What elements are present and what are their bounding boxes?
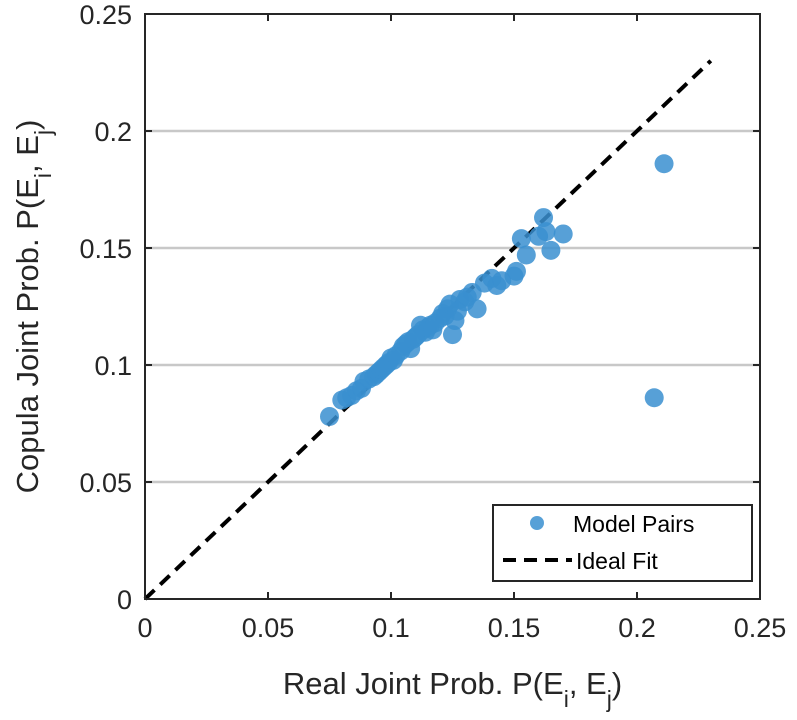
data-point (654, 154, 674, 174)
data-point (443, 325, 462, 345)
y-tick-label: 0.1 (94, 351, 132, 381)
plot-frame (144, 13, 761, 600)
gridlines (145, 129, 760, 484)
data-point (506, 261, 526, 281)
data-point (534, 208, 554, 228)
x-tick-label: 0.2 (618, 613, 656, 643)
x-axis-label: Real Joint Prob. P(Ei, Ej) (283, 666, 622, 712)
y-tick-label: 0.25 (79, 0, 132, 30)
data-point (516, 245, 536, 265)
axis-ticks (144, 13, 761, 600)
y-axis-label: Copula Joint Prob. P(Ei, Ej) (10, 120, 56, 494)
data-point (467, 299, 487, 319)
x-tick-label: 0.1 (372, 613, 410, 643)
legend-marker-model-pairs (530, 516, 544, 530)
y-tick-label: 0.05 (79, 468, 132, 498)
x-tick-label: 0.05 (242, 613, 295, 643)
legend: Model Pairs Ideal Fit (492, 504, 753, 582)
legend-label-model-pairs: Model Pairs (573, 511, 694, 537)
data-point (536, 222, 556, 242)
y-tick-labels: 0 0.05 0.1 0.15 0.2 0.25 (79, 0, 132, 615)
x-tick-label: 0.25 (734, 613, 787, 643)
y-tick-label: 0 (117, 585, 132, 615)
data-point (553, 224, 573, 244)
x-tick-labels: 0 0.05 0.1 0.15 0.2 0.25 (137, 613, 786, 643)
y-tick-label: 0.15 (79, 234, 132, 264)
y-tick-label: 0.2 (94, 117, 132, 147)
data-point (541, 240, 561, 260)
data-point (644, 388, 664, 408)
model-pairs-series (320, 154, 674, 426)
data-point (511, 229, 531, 249)
data-point (320, 406, 339, 426)
x-tick-label: 0.15 (488, 613, 541, 643)
x-tick-label: 0 (137, 613, 152, 643)
legend-label-ideal-fit: Ideal Fit (576, 548, 658, 574)
